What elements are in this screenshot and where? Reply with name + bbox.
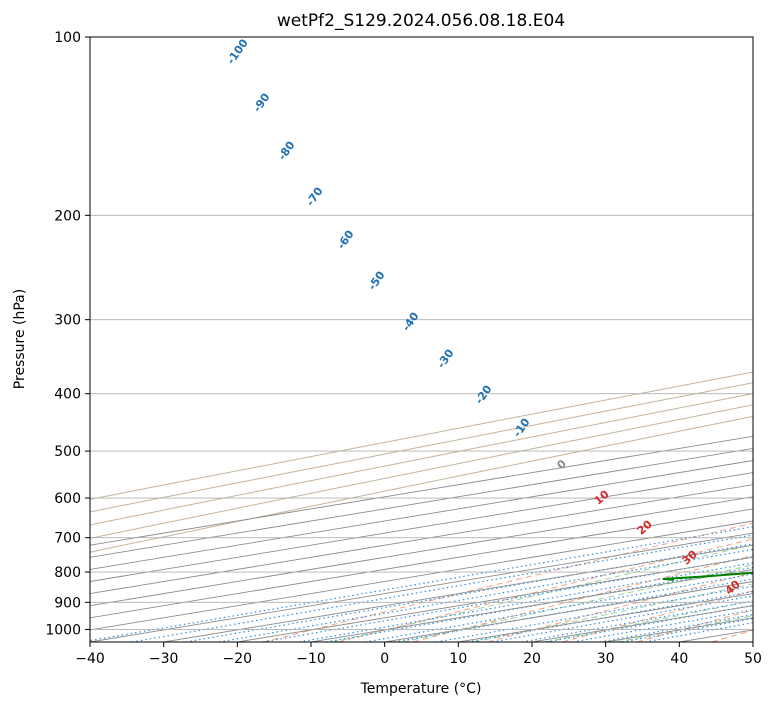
moist-adiabat-label: 30 bbox=[680, 547, 700, 567]
isotherm-grid bbox=[0, 37, 775, 642]
x-tick-label: −10 bbox=[296, 651, 326, 667]
isotherm-line bbox=[164, 37, 775, 642]
y-tick-label: 400 bbox=[54, 387, 81, 403]
dry-adiabat-label: -20 bbox=[473, 383, 495, 407]
moist-adiabat-label: 10 bbox=[592, 487, 612, 507]
dewpoint-profile-line bbox=[664, 37, 775, 580]
x-tick-label: 10 bbox=[449, 651, 467, 667]
isotherm-line bbox=[458, 37, 775, 642]
dry-adiabats bbox=[264, 37, 775, 642]
curved-reference-line bbox=[0, 37, 775, 642]
x-axis-label: Temperature (°C) bbox=[360, 681, 482, 697]
isotherm-line bbox=[90, 37, 775, 642]
isotherm-line bbox=[0, 37, 775, 642]
dry-adiabat-label: -100 bbox=[224, 36, 251, 66]
dry-adiabat-label: -90 bbox=[251, 91, 273, 115]
isotherm-line bbox=[237, 37, 775, 642]
curved-reference-line bbox=[0, 37, 775, 642]
x-tick-label: −30 bbox=[149, 651, 179, 667]
sounding-series bbox=[664, 37, 775, 582]
y-tick-label: 1000 bbox=[45, 622, 81, 638]
dry-adiabat-label: -30 bbox=[435, 347, 457, 371]
curved-reference-line bbox=[0, 37, 775, 642]
curved-reference-lines bbox=[0, 37, 775, 642]
moist-adiabat-label: 20 bbox=[635, 517, 655, 537]
curved-reference-line bbox=[0, 37, 775, 642]
moist-adiabat-line bbox=[403, 37, 775, 642]
y-tick-label: 900 bbox=[54, 595, 81, 611]
dry-adiabat-label: -60 bbox=[335, 228, 357, 252]
isotherm-line bbox=[753, 37, 775, 642]
curved-reference-line bbox=[0, 37, 775, 642]
dry-adiabat-label: -10 bbox=[511, 416, 533, 440]
y-tick-label: 600 bbox=[54, 491, 81, 507]
dry-adiabat-label: -70 bbox=[304, 185, 326, 209]
isotherm-line bbox=[0, 37, 775, 642]
chart-title: wetPf2_S129.2024.056.08.18.E04 bbox=[277, 11, 565, 31]
dry-adiabat-line bbox=[488, 37, 775, 642]
y-axis-label: Pressure (hPa) bbox=[12, 289, 28, 389]
x-tick-label: 0 bbox=[380, 651, 389, 667]
isotherm-line bbox=[0, 37, 775, 642]
dry-adiabat-line bbox=[413, 37, 775, 642]
y-tick-label: 300 bbox=[54, 313, 81, 329]
y-tick-label: 200 bbox=[54, 208, 81, 224]
y-tick-label: 700 bbox=[54, 531, 81, 547]
y-tick-label: 100 bbox=[54, 30, 81, 46]
x-tick-label: 50 bbox=[744, 651, 762, 667]
x-tick-label: −20 bbox=[223, 651, 253, 667]
x-tick-label: −40 bbox=[75, 651, 105, 667]
dry-adiabat-label: -80 bbox=[276, 139, 298, 163]
isotherm-line bbox=[0, 37, 775, 642]
y-tick-label: 500 bbox=[54, 444, 81, 460]
x-tick-label: 40 bbox=[670, 651, 688, 667]
moist-adiabat-line bbox=[474, 37, 775, 642]
isotherm-line bbox=[0, 37, 775, 642]
dry-adiabat-label: -40 bbox=[400, 310, 422, 334]
x-tick-label: 30 bbox=[597, 651, 615, 667]
y-tick-label: 800 bbox=[54, 565, 81, 581]
dry-adiabat-line bbox=[637, 37, 775, 642]
x-tick-label: 20 bbox=[523, 651, 541, 667]
isotherm-line bbox=[0, 37, 775, 642]
mixing-ratio-line bbox=[546, 449, 775, 643]
moist-adiabat-label: 0 bbox=[555, 457, 569, 472]
isotherm-line bbox=[0, 37, 775, 642]
mixing-ratio-line bbox=[299, 449, 775, 643]
isotherm-line bbox=[311, 37, 775, 642]
moist-adiabat-line bbox=[332, 37, 775, 642]
dry-adiabat-line bbox=[264, 37, 775, 642]
moist-adiabats bbox=[332, 37, 775, 642]
dry-adiabat-label: -50 bbox=[366, 269, 388, 293]
